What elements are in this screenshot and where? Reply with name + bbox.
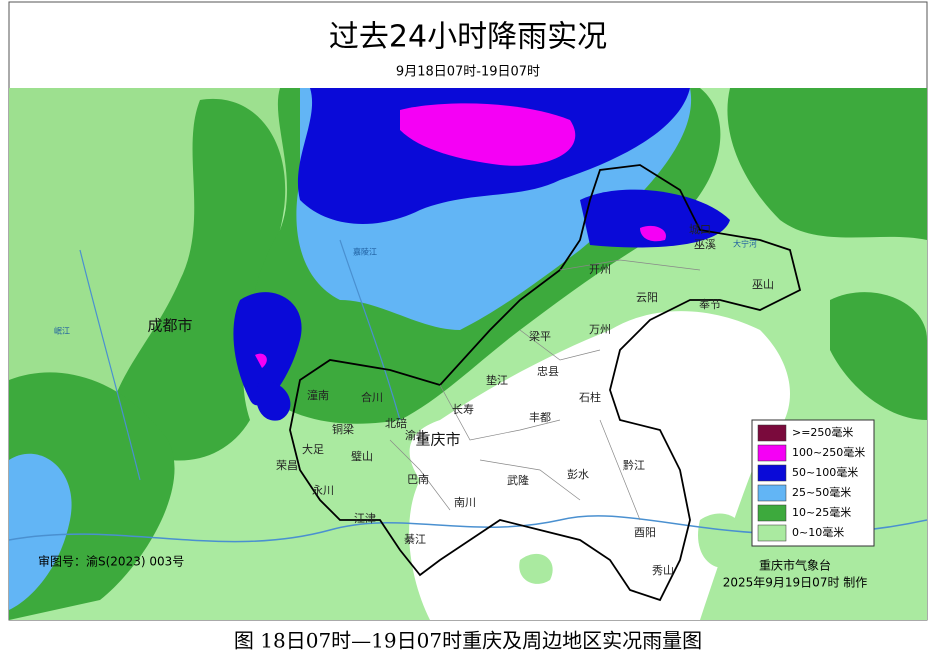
place-label: 潼南 (307, 388, 329, 402)
legend-label: 10~25毫米 (792, 505, 851, 519)
place-label: 武隆 (507, 473, 529, 487)
place-label: 荣昌 (276, 459, 298, 472)
place-labels: 成都市 重庆市 开州 云阳 奉节 巫山 巫溪 梁平 万州 忠县 垫江 石柱 长寿… (54, 223, 774, 577)
legend-label: 100~250毫米 (792, 445, 865, 459)
place-label: 巫山 (752, 278, 774, 291)
place-label: 北碚 (385, 416, 407, 430)
legend-label: >=250毫米 (792, 425, 853, 439)
place-label: 忠县 (537, 365, 559, 378)
place-label: 渝北 (405, 428, 427, 442)
place-label: 南川 (454, 496, 476, 509)
legend-swatch (757, 504, 787, 522)
place-label: 城口 (689, 223, 711, 236)
place-label: 合川 (361, 390, 383, 404)
place-label: 丰都 (529, 411, 551, 424)
place-label: 梁平 (529, 329, 551, 343)
river-label: 嘉陵江 (353, 247, 377, 257)
place-label: 黔江 (623, 458, 645, 472)
place-label: 彭水 (567, 467, 589, 481)
place-label: 垫江 (486, 373, 508, 387)
legend-label: 50~100毫米 (792, 465, 858, 479)
place-label: 永川 (312, 483, 334, 497)
made-time: 2025年9月19日07时 制作 (723, 576, 868, 590)
legend-label: 0~10毫米 (792, 525, 844, 539)
river-label: 岷江 (54, 327, 70, 336)
producer: 重庆市气象台 (759, 558, 831, 573)
place-label: 璧山 (351, 449, 373, 463)
river-label: 大宁河 (733, 239, 757, 249)
place-label: 酉阳 (634, 526, 656, 539)
caption: 图 18日07时—19日07时重庆及周边地区实况雨量图 (234, 629, 702, 653)
review-number: 审图号：渝S(2023) 003号 (38, 554, 184, 569)
place-label: 巫溪 (694, 238, 716, 251)
place-label: 巴南 (407, 473, 429, 486)
place-label: 云阳 (636, 291, 658, 304)
place-label: 长寿 (452, 402, 474, 416)
place-label: 铜梁 (332, 422, 354, 436)
place-label: 綦江 (404, 533, 426, 546)
legend-swatch (757, 424, 787, 442)
place-label: 大足 (302, 442, 324, 456)
title: 过去24小时降雨实况 (329, 20, 607, 55)
map (9, 88, 927, 620)
legend: >=250毫米 100~250毫米 50~100毫米 25~50毫米 10~25毫米 0~… (751, 419, 875, 547)
legend-swatch (757, 444, 787, 462)
place-label: 石柱 (579, 390, 601, 404)
place-label: 江津 (354, 512, 376, 525)
subtitle: 9月18日07时-19日07时 (396, 65, 540, 80)
legend-label: 25~50毫米 (792, 485, 851, 499)
place-label: 开州 (589, 263, 611, 276)
place-label: 奉节 (699, 297, 721, 311)
place-label: 重庆市 (415, 431, 460, 449)
legend-swatch (757, 524, 787, 542)
place-label: 成都市 (147, 317, 192, 335)
legend-swatch (757, 484, 787, 502)
place-label: 秀山 (652, 564, 674, 577)
place-label: 万州 (589, 323, 611, 336)
legend-swatch (757, 464, 787, 482)
